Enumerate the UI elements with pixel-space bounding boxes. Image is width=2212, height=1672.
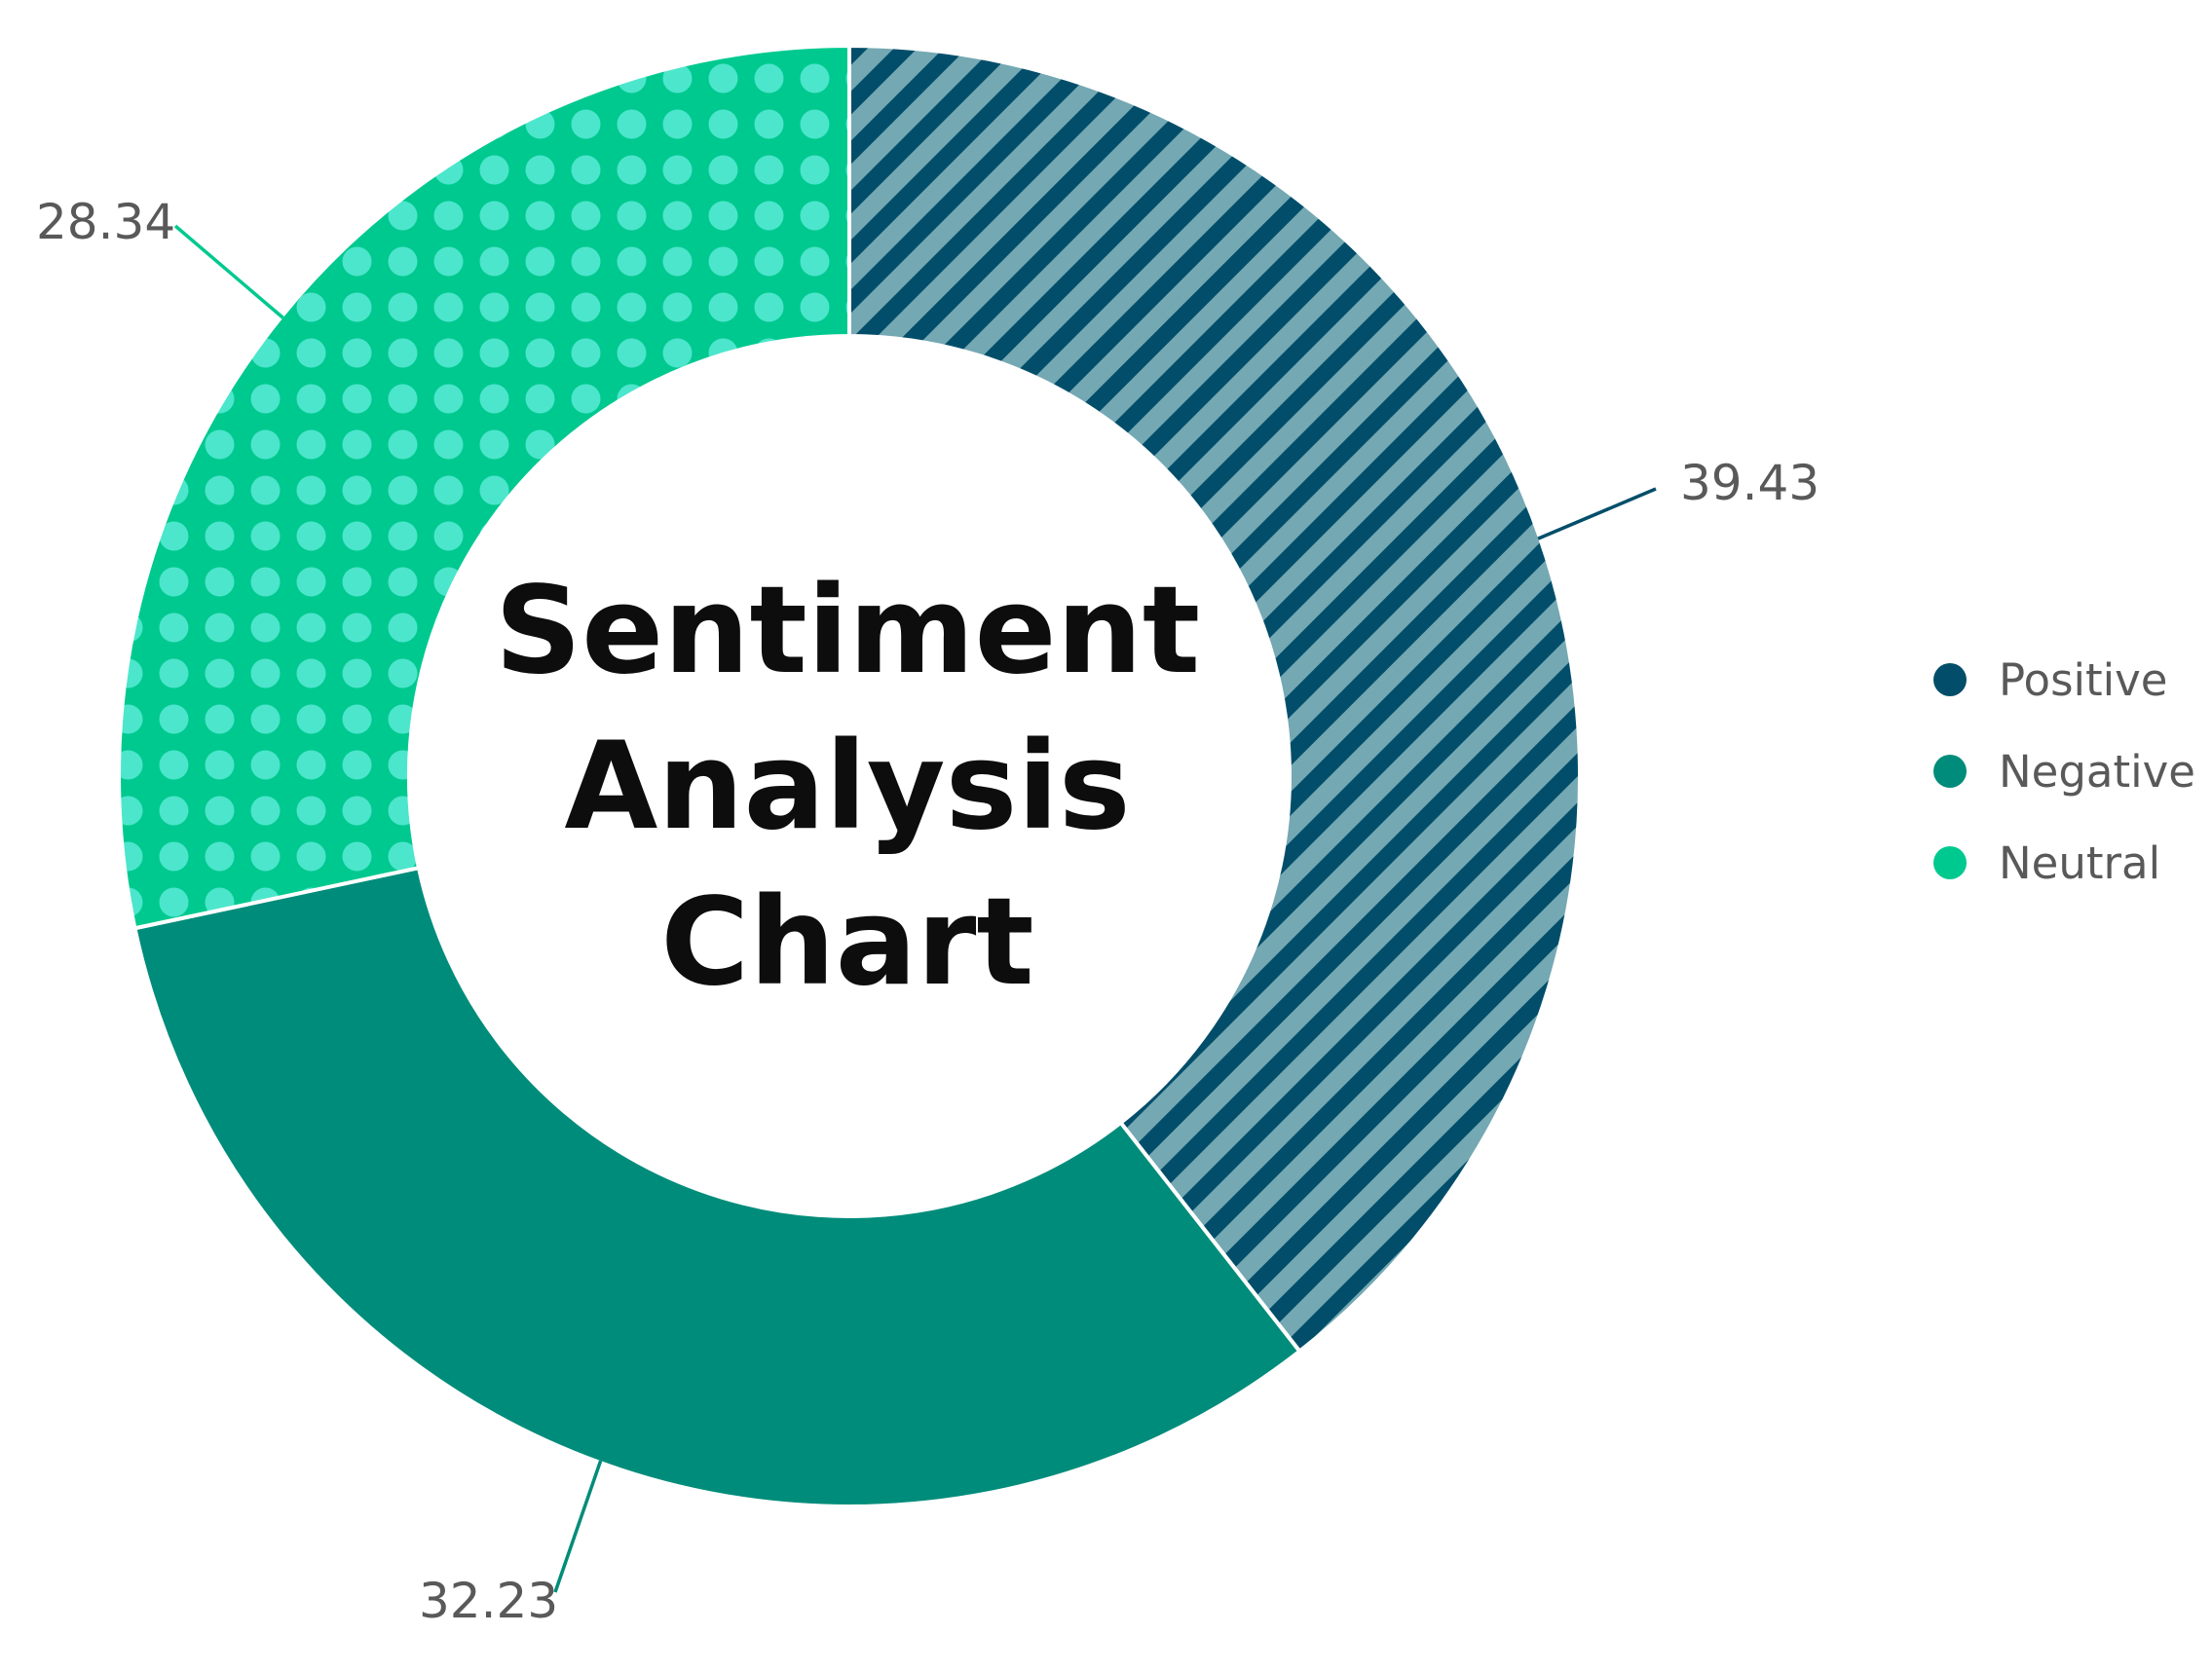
slice-negative[interactable]: [132, 865, 1303, 1508]
legend: Positive Negative Neutral: [1933, 654, 2195, 889]
leader-line-neutral: [173, 224, 284, 319]
title-line-3: Chart: [660, 873, 1033, 1013]
title-line-2: Analysis: [564, 717, 1130, 857]
slice-positive[interactable]: [847, 43, 1582, 1355]
legend-label-neutral: Neutral: [1999, 837, 2160, 889]
title-line-1: Sentiment: [495, 561, 1200, 701]
slice-neutral[interactable]: [117, 43, 851, 931]
value-label-positive: 39.43: [1680, 455, 1819, 511]
legend-swatch-neutral: [1933, 846, 1967, 879]
legend-item-negative[interactable]: Negative: [1933, 746, 2195, 798]
legend-item-neutral[interactable]: Neutral: [1933, 837, 2160, 889]
value-label-neutral: 28.34: [36, 194, 175, 250]
leader-line-positive: [1537, 487, 1657, 540]
value-labels: 39.43 32.23 28.34: [36, 194, 1819, 1629]
legend-label-positive: Positive: [1999, 654, 2167, 706]
chart-title: Sentiment Analysis Chart: [495, 561, 1200, 1013]
legend-item-positive[interactable]: Positive: [1933, 654, 2167, 706]
value-label-negative: 32.23: [419, 1573, 558, 1629]
leader-lines: [173, 224, 1657, 1593]
legend-label-negative: Negative: [1999, 746, 2195, 798]
donut-slices: [117, 43, 1582, 1508]
legend-swatch-positive: [1933, 663, 1967, 696]
legend-swatch-negative: [1933, 755, 1967, 788]
leader-line-negative: [553, 1460, 603, 1593]
